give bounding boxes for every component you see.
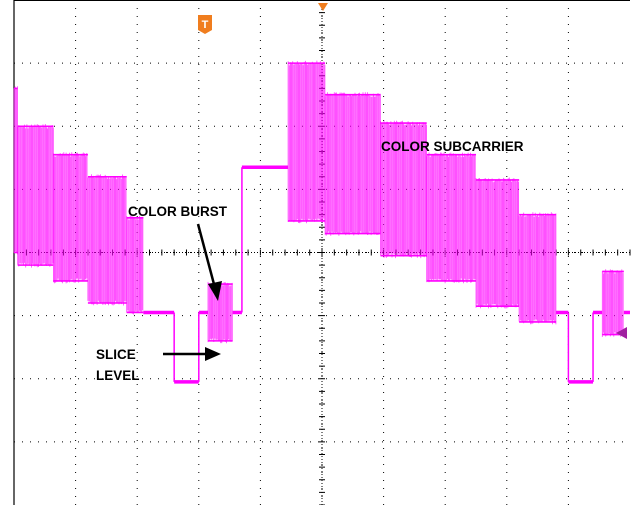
- trace-burst-oscillation: [207, 281, 233, 344]
- trace-burst-oscillation: [324, 92, 381, 236]
- signal-trace: [13, 60, 630, 384]
- trace-burst-oscillation: [126, 215, 144, 315]
- trace-burst-oscillation: [426, 152, 476, 284]
- slice-level-arrow: [163, 347, 221, 361]
- color-burst-label: COLOR BURST: [128, 204, 228, 219]
- trace-burst-oscillation: [17, 124, 54, 268]
- color-burst-arrow: [196, 223, 222, 301]
- trigger-marker-label: T: [202, 19, 209, 31]
- level-label: LEVEL: [96, 368, 140, 383]
- trace-burst-envelope: [14, 88, 18, 253]
- trace-burst-oscillation: [601, 269, 624, 337]
- trigger-position-marker: [318, 3, 328, 11]
- trace-burst-envelope: [426, 154, 476, 281]
- trace-burst-oscillation: [53, 152, 88, 284]
- trigger-level-marker: [616, 327, 627, 339]
- trace-burst-oscillation: [380, 120, 427, 259]
- trigger-marker-icon: T: [198, 15, 212, 34]
- trace-burst-oscillation: [287, 60, 326, 224]
- color-subcarrier-label: COLOR SUBCARRIER: [381, 139, 524, 154]
- trace-burst-oscillation: [518, 212, 557, 325]
- trace-burst-oscillation: [13, 86, 18, 255]
- trace-burst-oscillation: [475, 177, 519, 309]
- slice-label: SLICE: [96, 347, 136, 362]
- trace-burst-oscillation: [87, 174, 127, 306]
